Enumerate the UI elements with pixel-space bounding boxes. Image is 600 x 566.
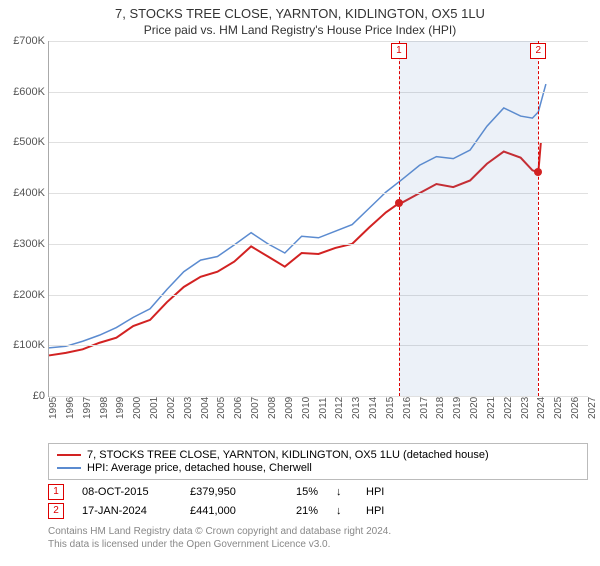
chart-subtitle: Price paid vs. HM Land Registry's House …	[0, 23, 600, 37]
transaction-pct: 21%	[278, 505, 318, 517]
y-tick-label: £100K	[1, 339, 45, 351]
transaction-date: 08-OCT-2015	[82, 486, 172, 498]
x-tick-label: 1997	[82, 397, 93, 419]
down-arrow-icon: ↓	[336, 486, 348, 498]
transaction-row: 1 08-OCT-2015 £379,950 15% ↓ HPI	[48, 484, 588, 500]
chart-x-axis: 1995 1996 1997 1998 1999 2000 2001 2002 2003 2004…	[48, 397, 588, 437]
x-tick-label: 2019	[452, 397, 463, 419]
chart-marker: 1	[391, 43, 407, 59]
x-tick-label: 2011	[318, 397, 329, 419]
chart-data-point	[534, 168, 542, 176]
x-tick-label: 2003	[183, 397, 194, 419]
transaction-price: £441,000	[190, 505, 260, 517]
y-tick-label: £400K	[1, 187, 45, 199]
legend-swatch	[57, 467, 81, 469]
x-tick-label: 2002	[166, 397, 177, 419]
x-tick-label: 1996	[65, 397, 76, 419]
x-tick-label: 2004	[200, 397, 211, 419]
x-tick-label: 2014	[368, 397, 379, 419]
x-tick-label: 2006	[233, 397, 244, 419]
x-tick-label: 2010	[301, 397, 312, 419]
transaction-ref: HPI	[366, 486, 384, 498]
y-tick-label: £600K	[1, 86, 45, 98]
transaction-table: 1 08-OCT-2015 £379,950 15% ↓ HPI 2 17-JA…	[48, 484, 588, 519]
legend-item: HPI: Average price, detached house, Cher…	[57, 462, 579, 474]
transaction-ref: HPI	[366, 505, 384, 517]
footer-attribution: Contains HM Land Registry data © Crown c…	[48, 525, 588, 551]
transaction-date: 17-JAN-2024	[82, 505, 172, 517]
x-tick-label: 2023	[520, 397, 531, 419]
x-tick-label: 2015	[385, 397, 396, 419]
transaction-marker: 2	[48, 503, 64, 519]
y-tick-label: £300K	[1, 238, 45, 250]
x-tick-label: 2022	[503, 397, 514, 419]
x-tick-label: 2020	[469, 397, 480, 419]
chart-marker: 2	[530, 43, 546, 59]
footer-line: This data is licensed under the Open Gov…	[48, 538, 588, 551]
x-tick-label: 2024	[536, 397, 547, 419]
y-tick-label: £500K	[1, 136, 45, 148]
x-tick-label: 1995	[48, 397, 59, 419]
x-tick-label: 2025	[553, 397, 564, 419]
x-tick-label: 2007	[250, 397, 261, 419]
footer-line: Contains HM Land Registry data © Crown c…	[48, 525, 588, 538]
x-tick-label: 2016	[402, 397, 413, 419]
legend-label: HPI: Average price, detached house, Cher…	[87, 462, 312, 474]
legend-item: 7, STOCKS TREE CLOSE, YARNTON, KIDLINGTO…	[57, 449, 579, 461]
transaction-price: £379,950	[190, 486, 260, 498]
transaction-pct: 15%	[278, 486, 318, 498]
down-arrow-icon: ↓	[336, 505, 348, 517]
legend-swatch	[57, 454, 81, 456]
x-tick-label: 2021	[486, 397, 497, 419]
transaction-row: 2 17-JAN-2024 £441,000 21% ↓ HPI	[48, 503, 588, 519]
x-tick-label: 1998	[99, 397, 110, 419]
y-tick-label: £700K	[1, 35, 45, 47]
transaction-marker: 1	[48, 484, 64, 500]
x-tick-label: 2005	[216, 397, 227, 419]
x-tick-label: 2018	[435, 397, 446, 419]
x-tick-label: 2001	[149, 397, 160, 419]
y-tick-label: £0	[1, 390, 45, 402]
x-tick-label: 1999	[115, 397, 126, 419]
chart-plot-area: £0£100K£200K£300K£400K£500K£600K£700K12	[48, 41, 588, 397]
x-tick-label: 2027	[587, 397, 598, 419]
x-tick-label: 2009	[284, 397, 295, 419]
y-tick-label: £200K	[1, 289, 45, 301]
x-tick-label: 2000	[132, 397, 143, 419]
x-tick-label: 2026	[570, 397, 581, 419]
x-tick-label: 2017	[419, 397, 430, 419]
legend-label: 7, STOCKS TREE CLOSE, YARNTON, KIDLINGTO…	[87, 449, 489, 461]
chart-data-point	[395, 199, 403, 207]
chart-legend: 7, STOCKS TREE CLOSE, YARNTON, KIDLINGTO…	[48, 443, 588, 480]
x-tick-label: 2013	[351, 397, 362, 419]
x-tick-label: 2008	[267, 397, 278, 419]
chart-title: 7, STOCKS TREE CLOSE, YARNTON, KIDLINGTO…	[0, 6, 600, 21]
x-tick-label: 2012	[334, 397, 345, 419]
